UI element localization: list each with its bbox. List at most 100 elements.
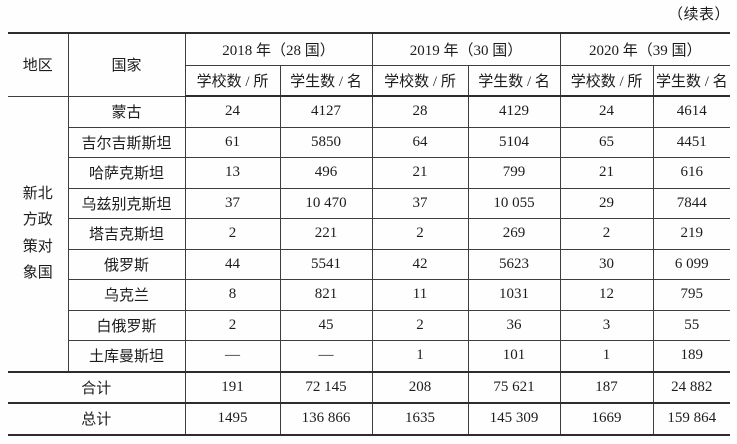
header-year-2018: 2018 年（28 国） — [184, 32, 373, 66]
schools-value-cell: 2 — [371, 309, 469, 341]
table-row: 塔吉克斯坦 2 221 2 269 2 219 — [8, 218, 731, 250]
header-year-2020: 2020 年（39 国） — [559, 32, 731, 66]
schools-value-cell: 29 — [559, 187, 654, 219]
table-row: 乌兹别克斯坦 37 10 470 37 10 055 29 7844 — [8, 187, 731, 219]
students-value-cell: 5850 — [279, 126, 373, 158]
schools-value-cell: 2 — [184, 309, 281, 341]
subheader-students-2020: 学生数 / 名 — [652, 65, 731, 97]
schools-value-cell: 24 — [184, 95, 281, 128]
students-value-cell: 1031 — [467, 279, 561, 311]
total-value-cell: 145 309 — [467, 402, 561, 436]
subheader-schools-2018: 学校数 / 所 — [184, 65, 281, 97]
students-value-cell: 4129 — [467, 95, 561, 128]
region-group-cell: 新北方政策对象国 — [7, 95, 69, 372]
students-value-cell: 6 099 — [652, 248, 731, 280]
schools-value-cell: 44 — [184, 248, 281, 280]
students-value-cell: 616 — [652, 157, 731, 189]
schools-value-cell: 21 — [559, 157, 654, 189]
schools-value-cell: 1 — [559, 340, 654, 372]
subtotal-value-cell: 75 621 — [467, 370, 561, 404]
subtotal-value-cell: 72 145 — [279, 370, 373, 404]
students-value-cell: 799 — [467, 157, 561, 189]
country-cell: 白俄罗斯 — [67, 309, 186, 341]
country-cell: 俄罗斯 — [67, 248, 186, 280]
total-value-cell: 1669 — [559, 402, 654, 436]
country-cell: 哈萨克斯坦 — [67, 157, 186, 189]
students-value-cell: 55 — [652, 309, 731, 341]
schools-value-cell: 37 — [184, 187, 281, 219]
students-value-cell: 45 — [279, 309, 373, 341]
table-row: 新北方政策对象国 蒙古 24 4127 28 4129 24 4614 — [7, 95, 731, 372]
students-value-cell: 269 — [467, 218, 561, 250]
region-group-label: 新北方政策对象国 — [22, 186, 53, 281]
students-value-cell: 4127 — [279, 95, 373, 128]
students-value-cell: 795 — [652, 279, 731, 311]
schools-value-cell: 28 — [371, 95, 469, 128]
students-value-cell: 10 055 — [467, 187, 561, 219]
subtotal-row: 合计 191 72 145 208 75 621 187 24 882 — [7, 370, 731, 404]
schools-value-cell: 11 — [371, 279, 469, 311]
students-value-cell: 821 — [279, 279, 373, 311]
total-value-cell: 159 864 — [652, 402, 731, 436]
table-row: 乌克兰 8 821 11 1031 12 795 — [8, 279, 731, 311]
subtotal-value-cell: 24 882 — [652, 370, 731, 404]
schools-value-cell: 64 — [371, 126, 469, 158]
subtotal-label-cell: 合计 — [7, 370, 186, 404]
students-value-cell: 5104 — [467, 126, 561, 158]
total-value-cell: 136 866 — [279, 402, 373, 436]
students-value-cell: 4614 — [652, 95, 731, 128]
table-row: 白俄罗斯 2 45 2 36 3 55 — [8, 309, 731, 341]
students-value-cell: 101 — [467, 340, 561, 372]
total-value-cell: 1635 — [371, 402, 469, 436]
schools-value-cell: 2 — [559, 218, 654, 250]
students-value-cell: 7844 — [652, 187, 731, 219]
schools-value-cell: 21 — [371, 157, 469, 189]
subtotal-value-cell: 191 — [184, 370, 281, 404]
schools-value-cell: 12 — [559, 279, 654, 311]
students-value-cell: 5623 — [467, 248, 561, 280]
subheader-students-2019: 学生数 / 名 — [467, 65, 561, 97]
country-cell: 乌克兰 — [67, 279, 186, 311]
students-value-cell: 36 — [467, 309, 561, 341]
country-cell: 塔吉克斯坦 — [67, 218, 186, 250]
students-value-cell: 5541 — [279, 248, 373, 280]
continued-table-label: （续表） — [667, 7, 730, 23]
subheader-schools-2019: 学校数 / 所 — [371, 65, 469, 97]
country-cell: 土库曼斯坦 — [67, 340, 186, 372]
students-value-cell: 10 470 — [279, 187, 373, 219]
header-year-2019: 2019 年（30 国） — [371, 32, 561, 66]
schools-value-cell: 13 — [184, 157, 281, 189]
subheader-students-2018: 学生数 / 名 — [279, 65, 373, 97]
table-row: 俄罗斯 44 5541 42 5623 30 6 099 — [8, 248, 731, 280]
students-value-cell: 4451 — [652, 126, 731, 158]
schools-value-cell: 3 — [559, 309, 654, 341]
total-value-cell: 1495 — [184, 402, 281, 436]
schools-value-cell: — — [184, 340, 281, 372]
schools-value-cell: 2 — [371, 218, 469, 250]
students-value-cell: — — [279, 340, 373, 372]
country-cell: 吉尔吉斯斯坦 — [67, 126, 186, 158]
header-region: 地区 — [7, 32, 69, 97]
schools-value-cell: 42 — [371, 248, 469, 280]
country-cell: 乌兹别克斯坦 — [67, 187, 186, 219]
schools-value-cell: 2 — [184, 218, 281, 250]
schools-value-cell: 37 — [371, 187, 469, 219]
schools-value-cell: 30 — [559, 248, 654, 280]
students-value-cell: 189 — [652, 340, 731, 372]
total-label-cell: 总计 — [7, 402, 186, 436]
subheader-schools-2020: 学校数 / 所 — [559, 65, 654, 97]
students-value-cell: 221 — [279, 218, 373, 250]
schools-value-cell: 61 — [184, 126, 281, 158]
schools-value-cell: 8 — [184, 279, 281, 311]
schools-value-cell: 1 — [371, 340, 469, 372]
schools-value-cell: 24 — [559, 95, 654, 128]
subtotal-value-cell: 208 — [371, 370, 469, 404]
total-row: 总计 1495 136 866 1635 145 309 1669 159 86… — [7, 402, 731, 436]
subtotal-value-cell: 187 — [559, 370, 654, 404]
header-country: 国家 — [67, 32, 186, 97]
students-value-cell: 219 — [652, 218, 731, 250]
country-cell: 蒙古 — [67, 95, 186, 128]
table-row: 吉尔吉斯斯坦 61 5850 64 5104 65 4451 — [8, 126, 731, 158]
statistics-table: 地区 国家 2018 年（28 国） 2019 年（30 国） 2020 年（3… — [7, 32, 731, 436]
